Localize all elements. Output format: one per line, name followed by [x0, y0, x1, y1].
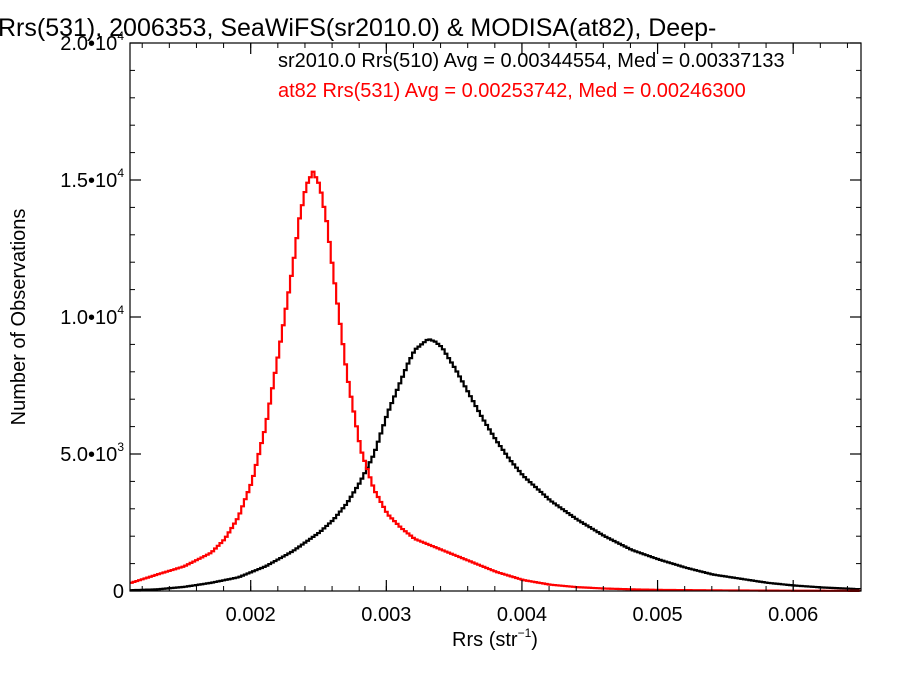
x-axis-title: Rrs (str−1): [452, 626, 538, 651]
y-tick-label-1: 5.0•103: [60, 440, 124, 466]
plot-lines: [130, 170, 861, 592]
x-tick-label-4: 0.006: [768, 604, 818, 626]
series-line-0: [130, 338, 861, 592]
y-axis-ticks: 0 5.0•103 1.0•104 1.5•104 2.0•104: [60, 29, 861, 603]
legend-entry-red: at82 Rrs(531) Avg = 0.00253742, Med = 0.…: [278, 80, 746, 102]
plot-frame: [129, 42, 862, 592]
x-tick-label-1: 0.003: [361, 604, 411, 626]
y-tick-label-2: 1.0•104: [60, 303, 124, 329]
y-tick-label-4: 2.0•104: [60, 29, 124, 55]
x-axis-ticks: 0.002 0.003 0.004 0.005 0.006: [141, 43, 848, 626]
x-tick-label-2: 0.004: [497, 604, 547, 626]
legend-entry-black: sr2010.0 Rrs(510) Avg = 0.00344554, Med …: [278, 50, 785, 72]
y-tick-label-3: 1.5•104: [60, 166, 124, 192]
y-tick-label-0: 0: [113, 581, 124, 603]
series-line-1: [130, 170, 861, 592]
x-tick-label-3: 0.005: [633, 604, 683, 626]
x-tick-label-0: 0.002: [226, 604, 276, 626]
y-axis-title: Number of Observations: [8, 209, 30, 426]
chart-title: Rrs(531), 2006353, SeaWiFS(sr2010.0) & M…: [0, 14, 716, 42]
